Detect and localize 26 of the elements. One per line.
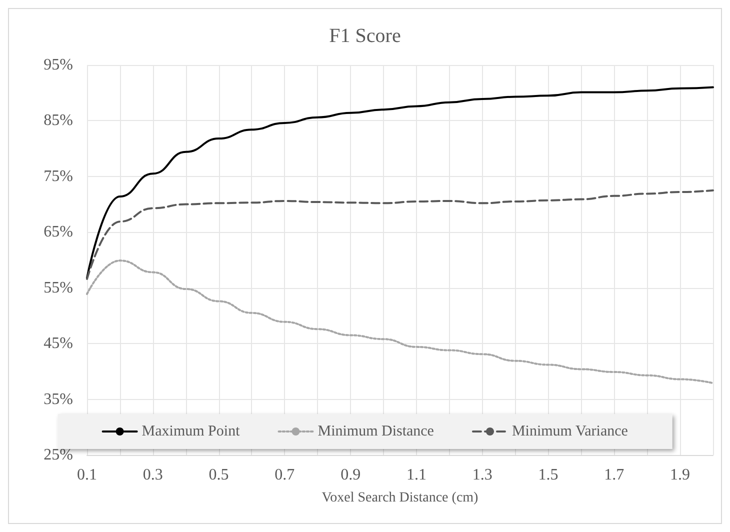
x-tick-label: 0.1: [77, 466, 97, 484]
x-axis-title: Voxel Search Distance (cm): [322, 490, 479, 506]
x-tick-label: 0.5: [208, 466, 229, 484]
x-tick-label: 1.1: [406, 466, 426, 484]
y-tick-label: 25%: [44, 446, 73, 464]
y-tick-label: 65%: [44, 224, 73, 241]
legend-label: Minimum Variance: [512, 424, 628, 440]
line-series: [86, 260, 714, 384]
y-tick-label: 85%: [44, 112, 73, 130]
line-series: [86, 189, 714, 280]
y-tick-label: 55%: [44, 279, 73, 296]
x-tick-label: 0.7: [274, 466, 295, 484]
legend-label: Maximum Point: [142, 424, 241, 440]
legend-label: Minimum Distance: [318, 424, 434, 440]
x-tick-label: 1.7: [604, 466, 624, 484]
x-tick-label: 0.3: [142, 466, 163, 484]
y-tick-label: 35%: [44, 390, 73, 408]
x-tick-label: 0.9: [340, 466, 361, 484]
x-tick-label: 1.5: [538, 466, 558, 484]
chart-title: F1 Score: [329, 25, 401, 47]
y-tick-label: 95%: [44, 56, 73, 74]
y-tick-label: 75%: [44, 168, 73, 185]
y-tick-label: 45%: [44, 335, 73, 352]
x-tick-label: 1.3: [472, 466, 492, 484]
x-tick-label: 1.9: [670, 466, 690, 484]
line-series: [86, 86, 714, 279]
